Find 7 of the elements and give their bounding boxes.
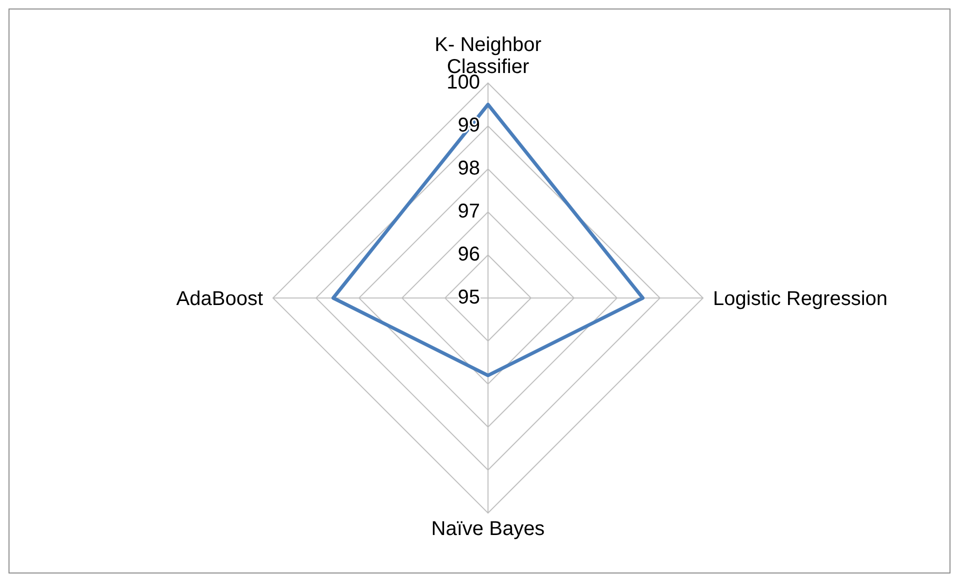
spoke-label: Naïve Bayes [431, 518, 545, 540]
y-tick-label: 96 [458, 243, 480, 266]
y-tick-label: 97 [458, 200, 480, 222]
spoke-label: AdaBoost [176, 288, 264, 310]
y-tick-label: 95 [458, 286, 480, 308]
y-tick-label: 98 [458, 157, 480, 180]
spoke-label: Logistic Regression [713, 288, 888, 310]
